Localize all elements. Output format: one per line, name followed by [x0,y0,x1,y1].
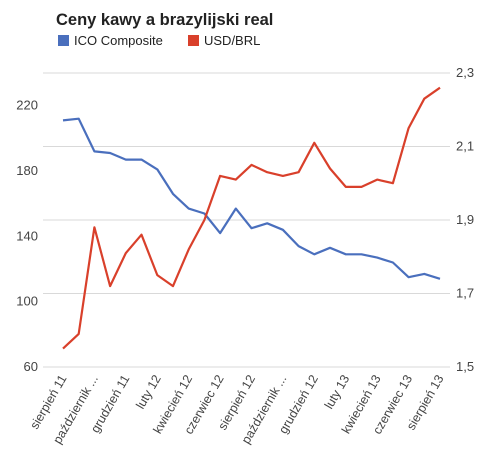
left-y-axis: 60 100 140 180 220 [16,98,38,374]
left-y-tick: 60 [24,359,38,374]
x-tick-label: luty 12 [133,372,164,411]
left-y-tick: 140 [16,228,38,243]
x-tick-label: luty 13 [322,372,353,411]
right-y-tick: 2,3 [456,65,474,80]
legend-label-1: USD/BRL [204,33,260,48]
left-y-tick: 100 [16,294,38,309]
right-y-tick: 1,7 [456,286,474,301]
right-y-tick: 2,1 [456,139,474,154]
legend-swatch-0 [58,35,69,46]
left-y-tick: 180 [16,163,38,178]
left-y-tick: 220 [16,98,38,113]
right-y-tick: 1,9 [456,212,474,227]
gridlines [43,72,450,368]
right-y-axis: 1,5 1,7 1,9 2,1 2,3 [456,65,474,374]
legend-label-0: ICO Composite [74,33,163,48]
series-lines [62,86,441,350]
legend-swatch-1 [188,35,199,46]
right-y-tick: 1,5 [456,359,474,374]
legend: ICO Composite USD/BRL [58,33,260,48]
chart-title: Ceny kawy a brazylijski real [56,11,273,29]
series-line-1 [62,86,441,350]
series-line-0 [62,117,441,280]
